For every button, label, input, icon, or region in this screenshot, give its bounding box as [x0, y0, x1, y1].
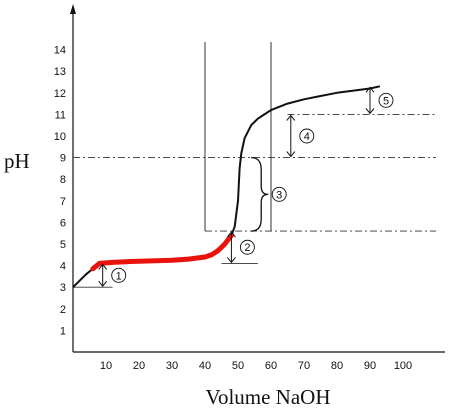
- x-tick-label: 60: [265, 360, 277, 372]
- marker-label: 3: [276, 189, 282, 201]
- y-tick-label: 13: [54, 66, 66, 78]
- arrow-head-down: [98, 280, 108, 288]
- y-axis-arrowhead: [70, 4, 76, 14]
- marker-label: 2: [244, 242, 250, 254]
- marker-circle: [239, 239, 255, 255]
- x-axis-title: Volume NaOH: [205, 385, 330, 409]
- y-tick-label: 1: [60, 325, 66, 337]
- arrow-head-down: [227, 257, 236, 264]
- marker-label: 1: [116, 270, 122, 282]
- y-tick-label: 8: [60, 174, 66, 186]
- buffer-region-highlight: [90, 232, 234, 272]
- x-tick-label: 10: [100, 360, 112, 372]
- x-tick-label: 100: [394, 360, 412, 372]
- arrow-head-up: [286, 114, 296, 121]
- arrow-head-up: [227, 231, 236, 238]
- axes: [70, 4, 445, 353]
- marker-circle: [111, 267, 127, 283]
- y-tick-label: 6: [60, 217, 66, 229]
- marker-circle: [299, 128, 315, 144]
- x-tick-label: 80: [331, 360, 343, 372]
- arrow-head-down: [286, 151, 296, 158]
- titration-curve-group: [72, 85, 381, 288]
- marker-circle: [271, 186, 287, 202]
- x-tick-label: 20: [133, 360, 145, 372]
- arrow-head-up: [365, 86, 375, 93]
- y-tick-label: 12: [54, 88, 66, 100]
- y-tick-label: 14: [54, 45, 66, 57]
- y-tick-label: 4: [60, 261, 66, 273]
- x-tick-labels: 10 20 30 40 50 60 70 80 90 100: [100, 360, 412, 372]
- y-tick-label: 10: [54, 131, 66, 143]
- brace: [251, 156, 269, 232]
- y-axis-title: pH: [4, 149, 30, 173]
- arrow-head-down: [365, 108, 375, 115]
- x-tick-label: 90: [364, 360, 376, 372]
- guide-lines: [73, 42, 436, 288]
- marker-label: 5: [383, 95, 389, 107]
- y-tick-label: 2: [60, 304, 66, 316]
- x-tick-label: 70: [298, 360, 310, 372]
- y-tick-label: 9: [60, 153, 66, 165]
- y-tick-label: 11: [55, 109, 66, 121]
- x-tick-label: 40: [199, 360, 211, 372]
- marker-circle: [378, 92, 394, 108]
- y-tick-label: 5: [60, 239, 66, 251]
- x-tick-label: 50: [232, 360, 244, 372]
- y-tick-label: 7: [60, 196, 66, 208]
- titration-curve: [72, 85, 381, 288]
- x-tick-label: 30: [166, 360, 178, 372]
- y-tick-label: 3: [60, 282, 66, 294]
- marker-label: 4: [304, 131, 310, 143]
- annotation-markers: 1 2 3 4 5: [98, 86, 394, 288]
- arrow-head-up: [98, 263, 108, 270]
